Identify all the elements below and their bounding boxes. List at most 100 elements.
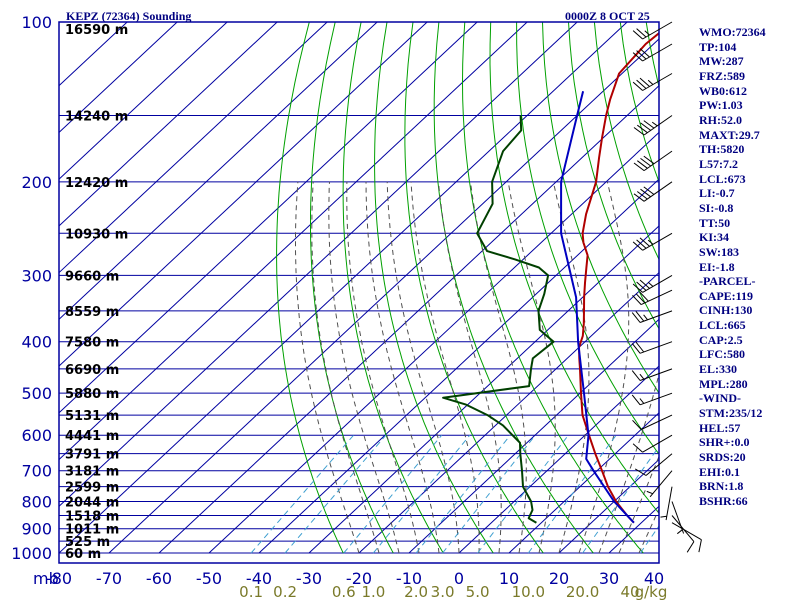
wind-barb-flag [632,52,643,62]
sounding-curves [442,31,659,524]
wind-barb-flag [632,81,643,91]
wind-barbs [631,21,702,553]
wind-barb-staff [649,470,673,498]
height-label: 525 m [65,535,110,550]
wind-barb-staff [639,392,673,406]
isotherm-line [59,22,378,321]
dry-adiabat-line [542,22,659,394]
mixing-ratio-line [372,434,471,554]
wind-barb-staff [642,43,673,62]
wind-barb-flag [636,239,647,249]
wind-barb-staff [665,486,673,521]
wind-barb [671,515,695,553]
index-item: CAP:2.5 [699,332,743,347]
wind-barb-flag [636,79,647,89]
wind-barb [632,21,673,40]
moist-adiabat-line [638,507,659,554]
wind-barb-flag [636,50,647,60]
isotherm-line [59,22,528,461]
height-label: 3181 m [65,465,119,480]
wind-barb-staff [642,21,673,40]
wind-barb-staff [645,453,673,476]
wind-barb-half-flag [647,239,654,245]
wind-barb-flag [633,162,645,171]
moist-adiabat-line [386,181,460,554]
wind-barb-flag [643,186,655,195]
wind-barb-staff [643,115,673,136]
isotherm-line [408,318,659,554]
mixing-ratio-line [284,434,387,554]
index-item: EHI:0.1 [699,464,741,479]
wind-barb-flag [643,120,655,129]
isotherm-line [59,22,278,227]
index-item: TP:104 [699,39,737,54]
pressure-tick-label: 100 [21,13,52,32]
mixing-ratio-label: 1.0 [361,583,385,600]
height-label: 3791 m [65,448,119,463]
temperature-tick-label: 20 [549,569,569,588]
wind-barb-flag [640,157,651,167]
parcel-line [560,90,635,524]
wind-barb-staff [642,434,673,453]
wind-barb-flag [633,127,645,136]
wind-barb-staff [671,501,685,534]
isotherm-line [59,22,228,180]
pressure-tick-label: 800 [21,493,52,512]
wind-barb [633,115,673,136]
wind-barb-half-flag [647,281,654,287]
index-item: SHR+:0.0 [699,435,750,450]
temperature-tick-label: -20 [346,569,372,588]
temperature-line [578,31,659,524]
moist-adiabat-line [410,181,480,553]
wind-barb-flag [643,155,655,165]
sounding-time: 0000Z 8 OCT 25 [565,9,650,23]
index-item: KI:34 [699,230,729,245]
wind-barb-flag [632,295,642,305]
isotherm-line [59,22,628,554]
mixing-ratio-label: 10.0 [512,583,545,600]
pressure-tick-label: 600 [21,426,52,445]
index-item: LCL:665 [699,318,746,333]
wind-barb [633,181,673,202]
index-item: TT:50 [699,215,731,230]
mixing-ratio-line [343,434,443,554]
isotherm-line [458,365,659,554]
stability-indices-list: WMO:72364 TP:104 MW:287 FRZ:589 WB0:612 PW:1.… [699,25,766,509]
mixing-ratio-line [639,525,659,554]
wind-barb-staff [671,515,695,542]
mixing-ratio-line [582,445,659,554]
dry-adiabat-line [461,22,644,554]
pressure-tick-label: 200 [21,173,52,192]
dry-adiabat-line [568,22,659,330]
wind-barb [671,501,685,535]
index-item: WMO:72364 [699,25,766,39]
mixing-ratio-line [477,434,569,554]
height-label: 9660 m [65,269,119,284]
mixing-ratio-line [527,434,617,554]
index-item: L57:7.2 [699,156,738,171]
dry-adiabat-line [342,22,444,554]
index-item: PW:1.03 [699,98,743,113]
wind-barb [631,310,673,323]
moist-adiabat-line [552,181,590,554]
wind-barb [631,368,673,381]
pressure-tick-label: 900 [21,520,52,539]
wind-barb-flag [686,541,695,553]
wind-barb [631,341,673,354]
moist-adiabat-line [295,181,360,554]
wind-barb [671,522,702,553]
wind-barb-staff [642,73,673,91]
wind-barb-flag [640,122,651,131]
temperature-tick-label: 10 [499,569,519,588]
height-label: 1518 m [65,510,119,525]
index-item: MPL:280 [699,376,748,391]
height-label: 2044 m [65,496,119,511]
index-item: MAXT:29.7 [699,127,760,142]
wind-barb [632,414,673,430]
temperature-tick-label: -60 [146,569,172,588]
wind-barb-half-flag [643,314,648,321]
temperature-tick-label: -30 [296,569,322,588]
wind-barb-half-flag [676,529,683,535]
wind-barb-flag [634,468,647,476]
